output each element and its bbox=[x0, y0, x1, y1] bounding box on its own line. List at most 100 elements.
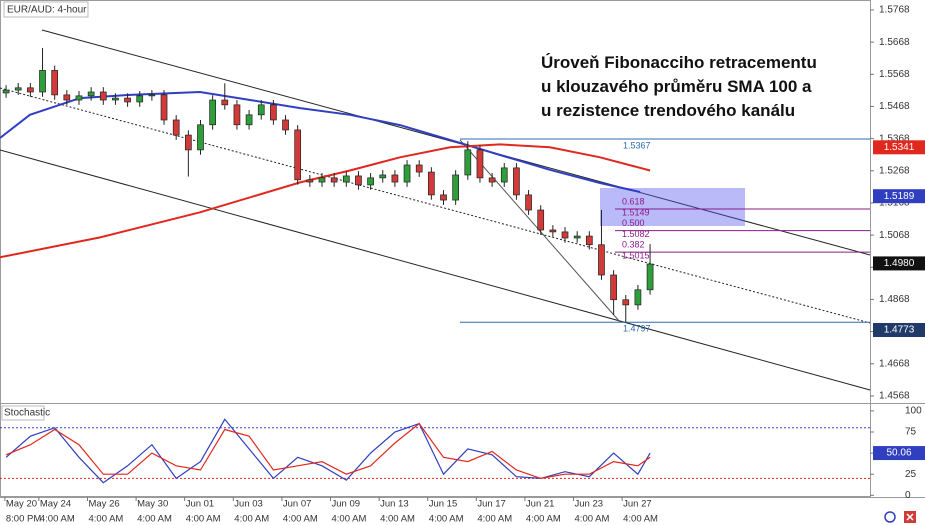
refresh-icon[interactable] bbox=[884, 511, 896, 523]
title-box bbox=[3, 1, 89, 18]
candle-body bbox=[318, 177, 326, 183]
x-tick-sublabel: 4:00 AM bbox=[186, 514, 221, 525]
moving-average bbox=[0, 143, 651, 259]
candle-body bbox=[282, 119, 289, 131]
x-tick-sublabel: 4:00 AM bbox=[429, 514, 464, 525]
y-tick-label: 1.5568 bbox=[879, 69, 910, 80]
x-tick-label: Jun 03 bbox=[234, 499, 263, 510]
x-tick-sublabel: 4:00 AM bbox=[137, 514, 172, 525]
candle-body bbox=[646, 263, 654, 291]
candle-body bbox=[476, 149, 484, 179]
y-tick-label: 1.4868 bbox=[879, 294, 910, 305]
candle-body bbox=[428, 171, 435, 196]
chart-title: EUR/AUD: 4-hour bbox=[7, 5, 87, 16]
y-tick-label: 1.5268 bbox=[879, 165, 910, 176]
candle-body bbox=[209, 99, 216, 126]
candle-body bbox=[573, 235, 581, 239]
candle-body bbox=[585, 235, 593, 246]
candle-body bbox=[124, 97, 131, 103]
y-tick-label: 1.5068 bbox=[879, 230, 910, 241]
candle-body bbox=[39, 70, 46, 93]
y-tick-label: 1.5768 bbox=[879, 5, 910, 16]
price-tag-label: 1.4980 bbox=[884, 258, 915, 269]
candle-body bbox=[513, 167, 520, 196]
candle-body bbox=[452, 174, 460, 201]
price-tag bbox=[873, 189, 925, 204]
stoch-tag-label: 50.06 bbox=[886, 448, 911, 459]
candle-body bbox=[112, 97, 119, 101]
annotation: Úroveň Fibonacciho retracementu bbox=[541, 53, 817, 72]
y-tick-label: 1.5468 bbox=[879, 101, 910, 112]
candle-body bbox=[440, 194, 447, 201]
candle-body bbox=[233, 104, 241, 126]
candle-body bbox=[598, 244, 605, 276]
chart-layer: 1.5768 1.5668 1.5568 1.5468 1.5368 1.5268 1.51… bbox=[0, 5, 925, 525]
stoch-tag bbox=[873, 446, 925, 461]
candle-body bbox=[99, 91, 107, 101]
x-tick-sublabel: 4:00 AM bbox=[477, 514, 512, 525]
candle-body bbox=[75, 95, 83, 101]
candle-body bbox=[403, 164, 411, 183]
y-tick-label: 1.5368 bbox=[879, 133, 910, 144]
x-tick-label: May 20 bbox=[6, 499, 37, 510]
toolbar-icons bbox=[884, 511, 916, 523]
level-label: 1.4797 bbox=[623, 324, 651, 334]
x-tick-label: Jun 27 bbox=[623, 499, 652, 510]
y-tick-label: 0 bbox=[905, 490, 911, 501]
candle-body bbox=[136, 95, 144, 103]
candle-body bbox=[464, 149, 472, 176]
x-tick-label: Jun 09 bbox=[332, 499, 361, 510]
candle-body bbox=[14, 87, 22, 91]
candle-body bbox=[330, 177, 338, 183]
y-tick-label: 1.5668 bbox=[879, 37, 910, 48]
candle-body bbox=[634, 289, 642, 306]
candle-body bbox=[306, 179, 314, 183]
candle-body bbox=[379, 174, 387, 179]
candle-body bbox=[221, 99, 229, 106]
x-tick-label: May 26 bbox=[88, 499, 119, 510]
candle-body bbox=[63, 94, 71, 101]
x-tick-label: Jun 17 bbox=[477, 499, 506, 510]
channel-lower bbox=[0, 149, 871, 391]
x-tick-label: Jun 15 bbox=[429, 499, 458, 510]
fib-diagonal bbox=[459, 139, 621, 323]
moving-average bbox=[0, 90, 641, 193]
candle-body bbox=[500, 167, 508, 183]
fib-price-label: 1.5082 bbox=[622, 229, 650, 239]
fib-ratio-label: 0.382 bbox=[622, 240, 645, 250]
x-tick-sublabel: 4:00 AM bbox=[575, 514, 610, 525]
x-tick-label: Jun 07 bbox=[283, 499, 312, 510]
x-tick-label: Jun 23 bbox=[575, 499, 604, 510]
candle-body bbox=[245, 114, 253, 126]
y-tick-label: 100 bbox=[905, 406, 922, 417]
level-label: 1.5367 bbox=[623, 140, 651, 150]
candle-body bbox=[342, 175, 350, 183]
price-tag-label: 1.4773 bbox=[884, 325, 915, 336]
candle-body bbox=[257, 104, 265, 116]
annotation: u rezistence trendového kanálu bbox=[541, 101, 795, 120]
candle-body bbox=[2, 89, 10, 94]
y-tick-label: 75 bbox=[905, 427, 917, 438]
x-tick-sublabel: 4:00 AM bbox=[283, 514, 318, 525]
x-tick-sublabel: 4:00 AM bbox=[40, 514, 75, 525]
x-tick-sublabel: 4:00 AM bbox=[623, 514, 658, 525]
x-tick-sublabel: 4:00 AM bbox=[88, 514, 123, 525]
price-tag-label: 1.5341 bbox=[884, 142, 915, 153]
candle-body bbox=[415, 164, 423, 173]
candle-body bbox=[27, 87, 34, 93]
candle-body bbox=[355, 175, 362, 186]
resistance-zone bbox=[600, 188, 745, 226]
candle-body bbox=[172, 119, 180, 136]
candle-body bbox=[184, 134, 192, 151]
x-tick-label: May 24 bbox=[40, 499, 71, 510]
price-tag-label: 1.5189 bbox=[884, 191, 915, 202]
x-tick-sublabel: 8:00 PM bbox=[6, 514, 41, 525]
candle-body bbox=[610, 274, 617, 301]
candle-body bbox=[51, 70, 59, 96]
x-tick-label: Jun 01 bbox=[186, 499, 215, 510]
x-tick-label: Jun 13 bbox=[380, 499, 409, 510]
plot-frame bbox=[0, 0, 871, 497]
fib-ratio-label: 0.618 bbox=[622, 196, 645, 206]
